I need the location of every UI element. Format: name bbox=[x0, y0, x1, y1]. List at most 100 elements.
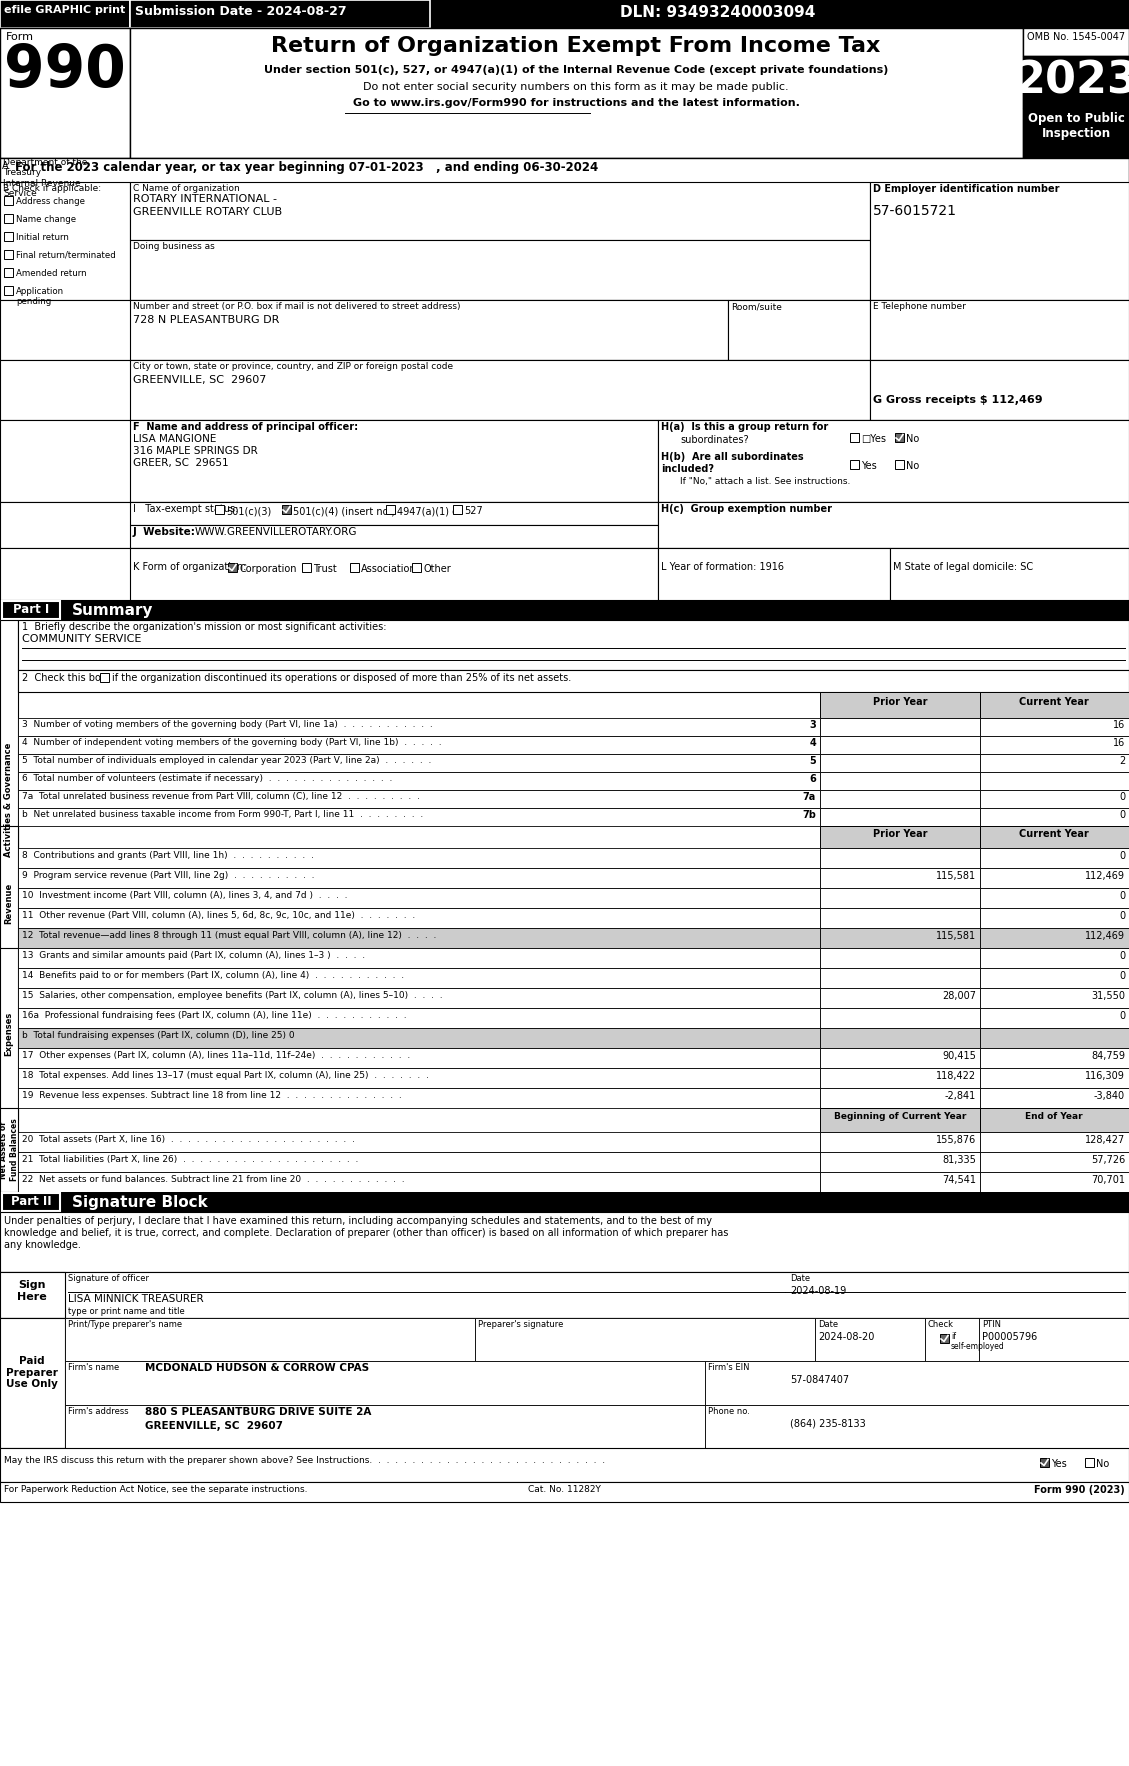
Text: Part II: Part II bbox=[10, 1196, 51, 1208]
Text: DLN: 93493240003094: DLN: 93493240003094 bbox=[620, 5, 815, 19]
Text: 15  Salaries, other compensation, employee benefits (Part IX, column (A), lines : 15 Salaries, other compensation, employe… bbox=[21, 991, 443, 1000]
Bar bbox=[65, 1317, 475, 1362]
Text: C Name of organization: C Name of organization bbox=[133, 184, 239, 192]
Text: 18  Total expenses. Add lines 13–17 (must equal Part IX, column (A), line 25)  .: 18 Total expenses. Add lines 13–17 (must… bbox=[21, 1070, 429, 1081]
Bar bbox=[980, 968, 1129, 987]
Text: Return of Organization Exempt From Income Tax: Return of Organization Exempt From Incom… bbox=[271, 35, 881, 57]
Text: 3: 3 bbox=[809, 721, 816, 729]
Text: COMMUNITY SERVICE: COMMUNITY SERVICE bbox=[21, 634, 141, 645]
Bar bbox=[980, 719, 1129, 736]
Text: Corporation: Corporation bbox=[239, 563, 297, 574]
Text: Signature of officer: Signature of officer bbox=[68, 1273, 149, 1284]
Bar bbox=[0, 600, 1129, 620]
Text: Name change: Name change bbox=[16, 215, 76, 224]
Text: 10  Investment income (Part VIII, column (A), lines 3, 4, and 7d )  .  .  .  .: 10 Investment income (Part VIII, column … bbox=[21, 892, 348, 901]
Text: b  Total fundraising expenses (Part IX, column (D), line 25) 0: b Total fundraising expenses (Part IX, c… bbox=[21, 1031, 295, 1040]
Bar bbox=[1023, 108, 1129, 157]
Bar bbox=[0, 502, 1129, 547]
Text: GREENVILLE ROTARY CLUB: GREENVILLE ROTARY CLUB bbox=[133, 207, 282, 217]
Bar bbox=[18, 719, 820, 736]
Text: 5  Total number of individuals employed in calendar year 2023 (Part V, line 2a) : 5 Total number of individuals employed i… bbox=[21, 756, 431, 765]
Bar bbox=[0, 28, 130, 157]
Bar bbox=[0, 620, 18, 980]
Bar bbox=[980, 987, 1129, 1008]
Text: Activities & Governance: Activities & Governance bbox=[5, 743, 14, 857]
Bar bbox=[820, 754, 980, 772]
Bar bbox=[18, 869, 820, 888]
Bar bbox=[980, 1028, 1129, 1047]
Bar bbox=[18, 809, 820, 826]
Bar bbox=[0, 1448, 1129, 1482]
Text: 2  Check this box: 2 Check this box bbox=[21, 673, 106, 683]
Text: Under penalties of perjury, I declare that I have examined this return, includin: Under penalties of perjury, I declare th… bbox=[5, 1217, 712, 1226]
Bar bbox=[412, 563, 421, 572]
Bar bbox=[0, 1272, 65, 1317]
Text: Prior Year: Prior Year bbox=[873, 698, 927, 706]
Text: (864) 235-8133: (864) 235-8133 bbox=[790, 1420, 866, 1429]
Bar bbox=[0, 420, 1129, 502]
Bar bbox=[980, 772, 1129, 789]
Text: type or print name and title: type or print name and title bbox=[68, 1307, 185, 1316]
Text: 115,581: 115,581 bbox=[936, 871, 975, 881]
Text: 155,876: 155,876 bbox=[936, 1136, 975, 1144]
Bar bbox=[979, 1317, 1129, 1362]
Bar bbox=[0, 826, 18, 980]
Text: 4  Number of independent voting members of the governing body (Part VI, line 1b): 4 Number of independent voting members o… bbox=[21, 738, 441, 747]
Text: 17  Other expenses (Part IX, column (A), lines 11a–11d, 11f–24e)  .  .  .  .  . : 17 Other expenses (Part IX, column (A), … bbox=[21, 1051, 410, 1060]
Bar bbox=[130, 360, 870, 420]
Bar bbox=[0, 300, 1129, 360]
Text: 2: 2 bbox=[1119, 756, 1124, 766]
Text: 0: 0 bbox=[1119, 952, 1124, 961]
Bar bbox=[18, 927, 820, 948]
Text: I   Tax-exempt status:: I Tax-exempt status: bbox=[133, 503, 238, 514]
Bar bbox=[658, 502, 1129, 547]
Text: For Paperwork Reduction Act Notice, see the separate instructions.: For Paperwork Reduction Act Notice, see … bbox=[5, 1485, 307, 1494]
Bar bbox=[2, 1194, 60, 1211]
Text: 16a  Professional fundraising fees (Part IX, column (A), line 11e)  .  .  .  .  : 16a Professional fundraising fees (Part … bbox=[21, 1010, 406, 1021]
Bar bbox=[815, 1317, 925, 1362]
Bar bbox=[130, 240, 870, 300]
Bar bbox=[980, 809, 1129, 826]
Text: efile GRAPHIC print: efile GRAPHIC print bbox=[5, 5, 125, 14]
Bar bbox=[18, 1132, 820, 1151]
Bar bbox=[820, 869, 980, 888]
Bar bbox=[940, 1333, 949, 1342]
Bar bbox=[820, 848, 980, 869]
Bar bbox=[1085, 1459, 1094, 1468]
Bar bbox=[895, 433, 904, 442]
Bar bbox=[100, 673, 110, 682]
Text: Submission Date - 2024-08-27: Submission Date - 2024-08-27 bbox=[135, 5, 347, 18]
Bar bbox=[0, 157, 1129, 184]
Bar bbox=[820, 789, 980, 809]
Text: 0: 0 bbox=[1119, 1010, 1124, 1021]
Bar bbox=[820, 1107, 980, 1132]
Text: E Telephone number: E Telephone number bbox=[873, 302, 966, 311]
Text: knowledge and belief, it is true, correct, and complete. Declaration of preparer: knowledge and belief, it is true, correc… bbox=[5, 1227, 728, 1238]
Bar bbox=[728, 300, 870, 360]
Bar bbox=[18, 669, 1129, 692]
Bar bbox=[0, 360, 1129, 420]
Text: if the organization discontinued its operations or disposed of more than 25% of : if the organization discontinued its ope… bbox=[112, 673, 571, 683]
Bar bbox=[0, 28, 1129, 157]
Text: 0: 0 bbox=[1119, 892, 1124, 901]
Bar bbox=[0, 1211, 1129, 1272]
Text: 57-6015721: 57-6015721 bbox=[873, 205, 957, 217]
Bar bbox=[5, 196, 14, 205]
Bar bbox=[820, 1008, 980, 1028]
Bar bbox=[0, 547, 1129, 600]
Text: Under section 501(c), 527, or 4947(a)(1) of the Internal Revenue Code (except pr: Under section 501(c), 527, or 4947(a)(1)… bbox=[264, 65, 889, 74]
Bar bbox=[0, 1107, 18, 1192]
Text: Doing business as: Doing business as bbox=[133, 242, 215, 251]
Text: M State of legal domicile: SC: M State of legal domicile: SC bbox=[893, 562, 1033, 572]
Text: 11  Other revenue (Part VIII, column (A), lines 5, 6d, 8c, 9c, 10c, and 11e)  . : 11 Other revenue (Part VIII, column (A),… bbox=[21, 911, 415, 920]
Bar bbox=[704, 1362, 1129, 1406]
Bar bbox=[980, 754, 1129, 772]
Text: D Employer identification number: D Employer identification number bbox=[873, 184, 1059, 194]
Text: Current Year: Current Year bbox=[1019, 698, 1088, 706]
Text: 84,759: 84,759 bbox=[1091, 1051, 1124, 1061]
Text: P00005796: P00005796 bbox=[982, 1332, 1038, 1342]
Bar bbox=[5, 268, 14, 277]
Text: 8  Contributions and grants (Part VIII, line 1h)  .  .  .  .  .  .  .  .  .  .: 8 Contributions and grants (Part VIII, l… bbox=[21, 851, 314, 860]
Text: 57-0847407: 57-0847407 bbox=[790, 1376, 849, 1385]
Text: If "No," attach a list. See instructions.: If "No," attach a list. See instructions… bbox=[680, 477, 850, 486]
